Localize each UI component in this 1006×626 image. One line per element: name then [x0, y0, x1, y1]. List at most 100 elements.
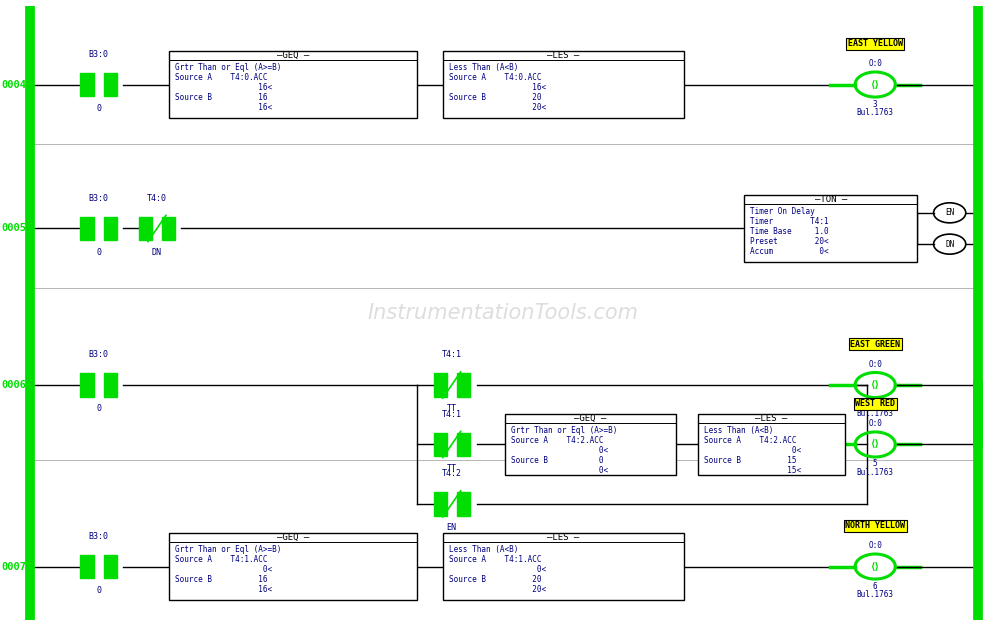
Text: ⟨⟩: ⟨⟩ — [871, 562, 879, 572]
Text: B3:0: B3:0 — [89, 50, 109, 59]
Text: Source B           0: Source B 0 — [511, 456, 604, 465]
Text: 0: 0 — [97, 586, 101, 595]
Text: Bul.1763: Bul.1763 — [857, 108, 893, 117]
Text: EAST GREEN: EAST GREEN — [850, 340, 900, 349]
Text: Source A    T4:2.ACC: Source A T4:2.ACC — [511, 436, 604, 445]
Text: WEST RED: WEST RED — [855, 399, 895, 408]
Text: 0005: 0005 — [1, 223, 26, 233]
Text: Source A    T4:1.ACC: Source A T4:1.ACC — [449, 555, 541, 564]
Text: TT: TT — [447, 404, 457, 413]
Text: —LES —: —LES — — [756, 414, 788, 423]
Text: B3:0: B3:0 — [89, 532, 109, 541]
Text: 6: 6 — [873, 582, 877, 590]
Text: Source B          16: Source B 16 — [175, 575, 268, 584]
Bar — [80, 73, 94, 96]
Text: 0: 0 — [97, 404, 101, 413]
Text: —LES —: —LES — — [547, 51, 579, 59]
Text: Source A    T4:1.ACC: Source A T4:1.ACC — [175, 555, 268, 564]
Text: T4:0: T4:0 — [147, 194, 167, 203]
Text: Source A    T4:0.ACC: Source A T4:0.ACC — [175, 73, 268, 82]
Bar — [434, 373, 447, 397]
Bar — [457, 433, 470, 456]
Text: Grtr Than or Eql (A>=B): Grtr Than or Eql (A>=B) — [175, 63, 282, 72]
FancyBboxPatch shape — [169, 533, 417, 600]
Bar — [80, 373, 94, 397]
Text: Source B          20: Source B 20 — [449, 575, 541, 584]
Text: —LES —: —LES — — [547, 533, 579, 541]
Text: Grtr Than or Eql (A>=B): Grtr Than or Eql (A>=B) — [511, 426, 618, 435]
Text: Bul.1763: Bul.1763 — [857, 409, 893, 418]
Text: 15<: 15< — [704, 466, 802, 475]
Bar — [434, 492, 447, 516]
Text: 0<: 0< — [175, 565, 273, 574]
Bar — [80, 555, 94, 578]
Text: DN: DN — [945, 240, 955, 249]
Text: Less Than (A<B): Less Than (A<B) — [449, 63, 518, 72]
Bar — [457, 373, 470, 397]
Text: Accum          0<: Accum 0< — [750, 247, 829, 256]
Text: 0<: 0< — [511, 446, 609, 455]
Text: 0<: 0< — [449, 565, 546, 574]
Text: Grtr Than or Eql (A>=B): Grtr Than or Eql (A>=B) — [175, 545, 282, 554]
Bar — [104, 555, 117, 578]
Text: 0: 0 — [97, 104, 101, 113]
Bar — [104, 217, 117, 240]
Text: Preset        20<: Preset 20< — [750, 237, 829, 246]
FancyBboxPatch shape — [698, 414, 845, 475]
Text: 0<: 0< — [704, 446, 802, 455]
Text: NORTH YELLOW: NORTH YELLOW — [845, 521, 905, 530]
Bar — [104, 373, 117, 397]
Text: TT: TT — [447, 464, 457, 473]
Bar — [139, 217, 152, 240]
Text: O:0: O:0 — [868, 360, 882, 369]
Bar — [104, 73, 117, 96]
Text: O:0: O:0 — [868, 59, 882, 68]
Text: 0006: 0006 — [1, 380, 26, 390]
Text: Source B          20: Source B 20 — [449, 93, 541, 102]
Text: 20<: 20< — [449, 585, 546, 594]
Text: EAST YELLOW: EAST YELLOW — [848, 39, 902, 48]
Text: 20<: 20< — [449, 103, 546, 112]
Text: 0: 0 — [97, 248, 101, 257]
Text: B3:0: B3:0 — [89, 351, 109, 359]
FancyBboxPatch shape — [744, 195, 917, 262]
Text: T4:1: T4:1 — [442, 410, 462, 419]
Text: 16<: 16< — [175, 103, 273, 112]
Bar — [434, 433, 447, 456]
Bar — [162, 217, 175, 240]
Text: Source B          15: Source B 15 — [704, 456, 797, 465]
Text: T4:2: T4:2 — [442, 470, 462, 478]
Text: —GEQ —: —GEQ — — [277, 51, 310, 59]
Text: Less Than (A<B): Less Than (A<B) — [704, 426, 774, 435]
Text: EN: EN — [447, 523, 457, 532]
Text: —TON —: —TON — — [815, 195, 847, 203]
Text: 16<: 16< — [175, 585, 273, 594]
Bar — [80, 217, 94, 240]
Text: 4: 4 — [873, 400, 877, 409]
Text: Source A    T4:2.ACC: Source A T4:2.ACC — [704, 436, 797, 445]
FancyBboxPatch shape — [443, 51, 684, 118]
Text: Bul.1763: Bul.1763 — [857, 468, 893, 477]
Text: 5: 5 — [873, 459, 877, 468]
Text: 16<: 16< — [449, 83, 546, 92]
Text: 3: 3 — [873, 100, 877, 108]
Text: Source B          16: Source B 16 — [175, 93, 268, 102]
Text: InstrumentationTools.com: InstrumentationTools.com — [367, 303, 639, 323]
Text: —GEQ —: —GEQ — — [277, 533, 310, 541]
Text: —GEQ —: —GEQ — — [574, 414, 607, 423]
Text: 0004: 0004 — [1, 80, 26, 90]
Bar — [457, 492, 470, 516]
FancyBboxPatch shape — [169, 51, 417, 118]
Text: ⟨⟩: ⟨⟩ — [871, 439, 879, 449]
Text: 16<: 16< — [175, 83, 273, 92]
Text: Timer On Delay: Timer On Delay — [750, 207, 815, 216]
Text: DN: DN — [152, 248, 162, 257]
Text: 0<: 0< — [511, 466, 609, 475]
FancyBboxPatch shape — [443, 533, 684, 600]
Text: B3:0: B3:0 — [89, 194, 109, 203]
Text: Time Base     1.0: Time Base 1.0 — [750, 227, 829, 236]
FancyBboxPatch shape — [505, 414, 676, 475]
Text: ⟨⟩: ⟨⟩ — [871, 80, 879, 90]
Text: Source A    T4:0.ACC: Source A T4:0.ACC — [449, 73, 541, 82]
Text: Timer        T4:1: Timer T4:1 — [750, 217, 829, 226]
